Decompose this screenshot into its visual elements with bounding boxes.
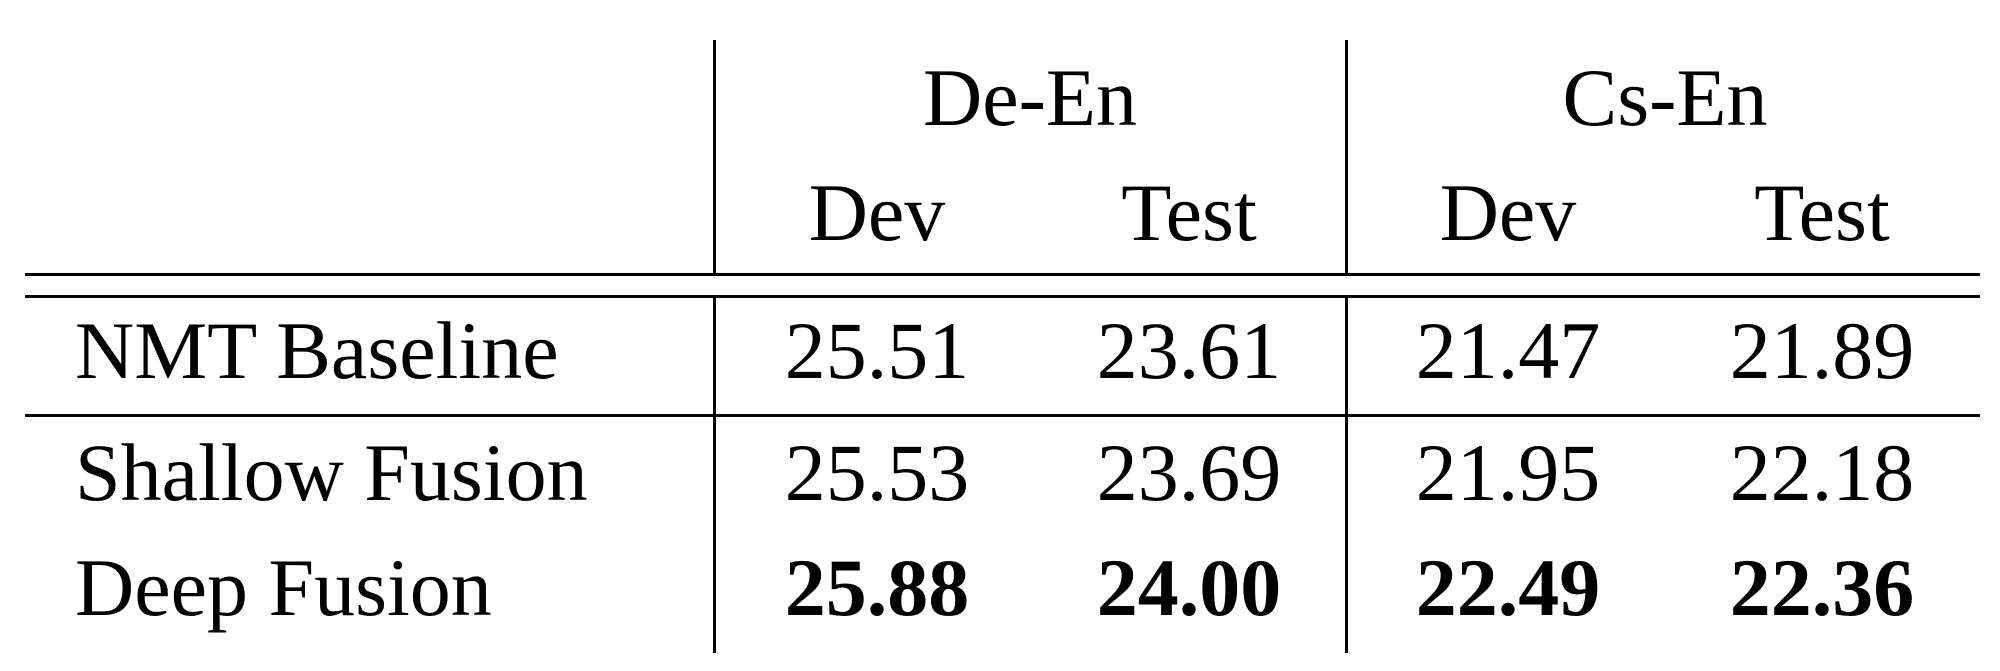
baseline-separator-rule [25, 414, 1980, 417]
table-cell: 23.69 [1096, 427, 1282, 518]
row-label-shallow-fusion: Shallow Fusion [75, 427, 588, 518]
subheader-test: Test [1121, 167, 1257, 258]
table-cell: 25.53 [784, 427, 970, 518]
column-divider-right [1345, 298, 1348, 653]
subheader-dev: Dev [808, 167, 946, 258]
table-cell-best: 22.49 [1415, 542, 1601, 633]
subheader-test: Test [1754, 167, 1890, 258]
column-divider-right [1345, 40, 1348, 273]
group-header-de-en: De-En [922, 52, 1138, 143]
column-divider-left [713, 298, 716, 653]
header-double-rule-bottom [25, 295, 1980, 298]
subheader-dev: Dev [1439, 167, 1577, 258]
table-cell: 23.61 [1096, 305, 1282, 396]
table-cell: 25.51 [784, 305, 970, 396]
table-cell-best: 25.88 [784, 542, 970, 633]
header-double-rule-top [25, 273, 1980, 276]
row-label-deep-fusion: Deep Fusion [75, 542, 492, 633]
table-cell: 21.47 [1415, 305, 1601, 396]
table-cell: 21.95 [1415, 427, 1601, 518]
table-cell-best: 22.36 [1729, 542, 1915, 633]
row-label-nmt-baseline: NMT Baseline [75, 305, 559, 396]
group-header-cs-en: Cs-En [1562, 52, 1768, 143]
column-divider-left [713, 40, 716, 273]
table-cell: 21.89 [1729, 305, 1915, 396]
table-cell-best: 24.00 [1096, 542, 1282, 633]
table-cell: 22.18 [1729, 427, 1915, 518]
